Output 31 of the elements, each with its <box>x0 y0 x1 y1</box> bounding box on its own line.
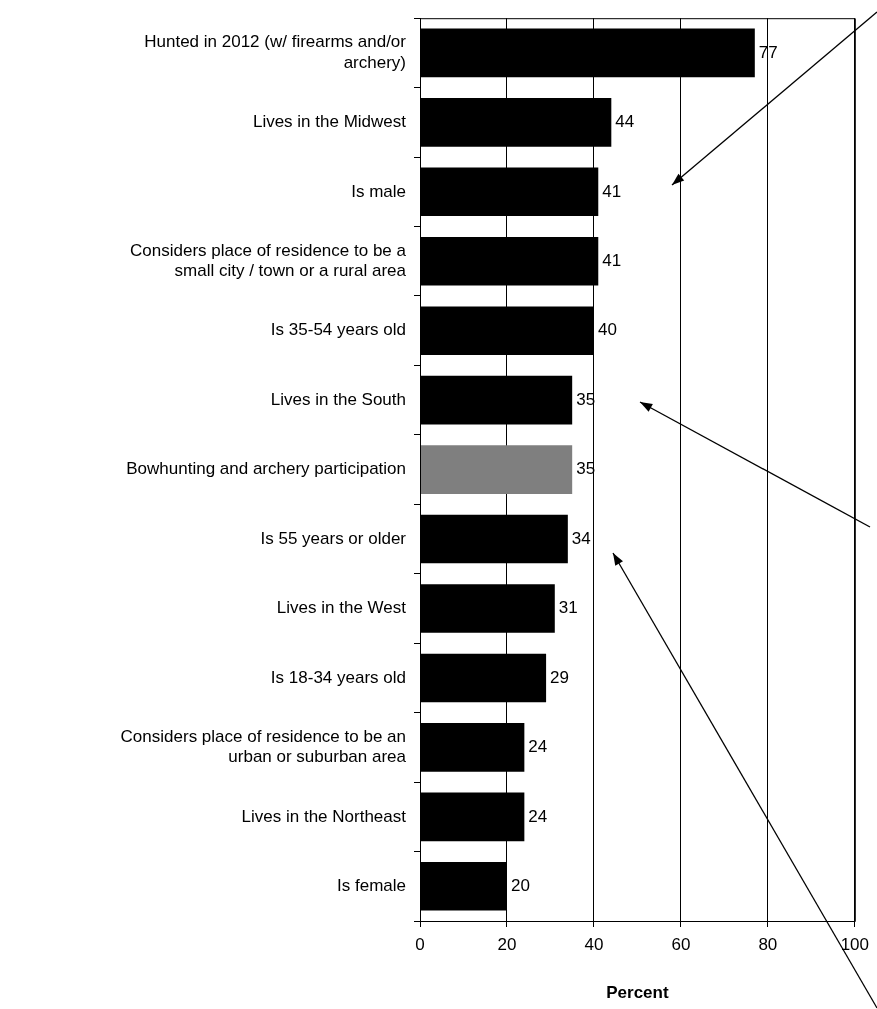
bar <box>420 445 573 494</box>
data-label: 20 <box>510 875 530 895</box>
data-label: 41 <box>602 250 622 270</box>
x-tick-label: 0 <box>415 934 425 954</box>
y-tick-label: Lives in the Midwest <box>252 112 407 132</box>
y-tick-label: Is 18-34 years old <box>270 667 406 687</box>
data-label: 41 <box>602 181 622 201</box>
data-label: 24 <box>528 737 548 757</box>
y-tick-label: Is male <box>351 181 406 201</box>
x-tick-label: 100 <box>840 934 870 954</box>
y-tick-label: Hunted in 2012 (w/ firearms and/or archery) <box>144 32 407 72</box>
x-tick-label: 40 <box>584 934 604 954</box>
y-tick-label: Lives in the Northeast <box>241 806 407 826</box>
x-tick-label: 60 <box>671 934 691 954</box>
x-tick-label: 20 <box>497 934 517 954</box>
y-tick-label: Is female <box>337 875 406 895</box>
data-label: 44 <box>615 112 635 132</box>
data-label: 31 <box>558 598 578 618</box>
data-label: 40 <box>597 320 617 340</box>
x-axis-title: Percent <box>606 983 669 1003</box>
y-tick-label: Considers place of residence to be a small city / town or a rural area <box>130 240 407 281</box>
data-label: 29 <box>550 667 570 687</box>
y-tick-label: Lives in the South <box>270 389 406 409</box>
y-tick-label: Is 55 years or older <box>260 528 407 548</box>
y-tick-label: Lives in the West <box>276 598 407 618</box>
y-tick-label: Considers place of residence to be an urban or suburban area <box>120 726 407 767</box>
data-label: 24 <box>528 806 548 826</box>
y-tick-label: Is 35-54 years old <box>270 320 406 340</box>
data-label: 34 <box>571 528 591 548</box>
y-tick-label: Bowhunting and archery participation <box>126 459 406 479</box>
x-tick-label: 80 <box>758 934 778 954</box>
